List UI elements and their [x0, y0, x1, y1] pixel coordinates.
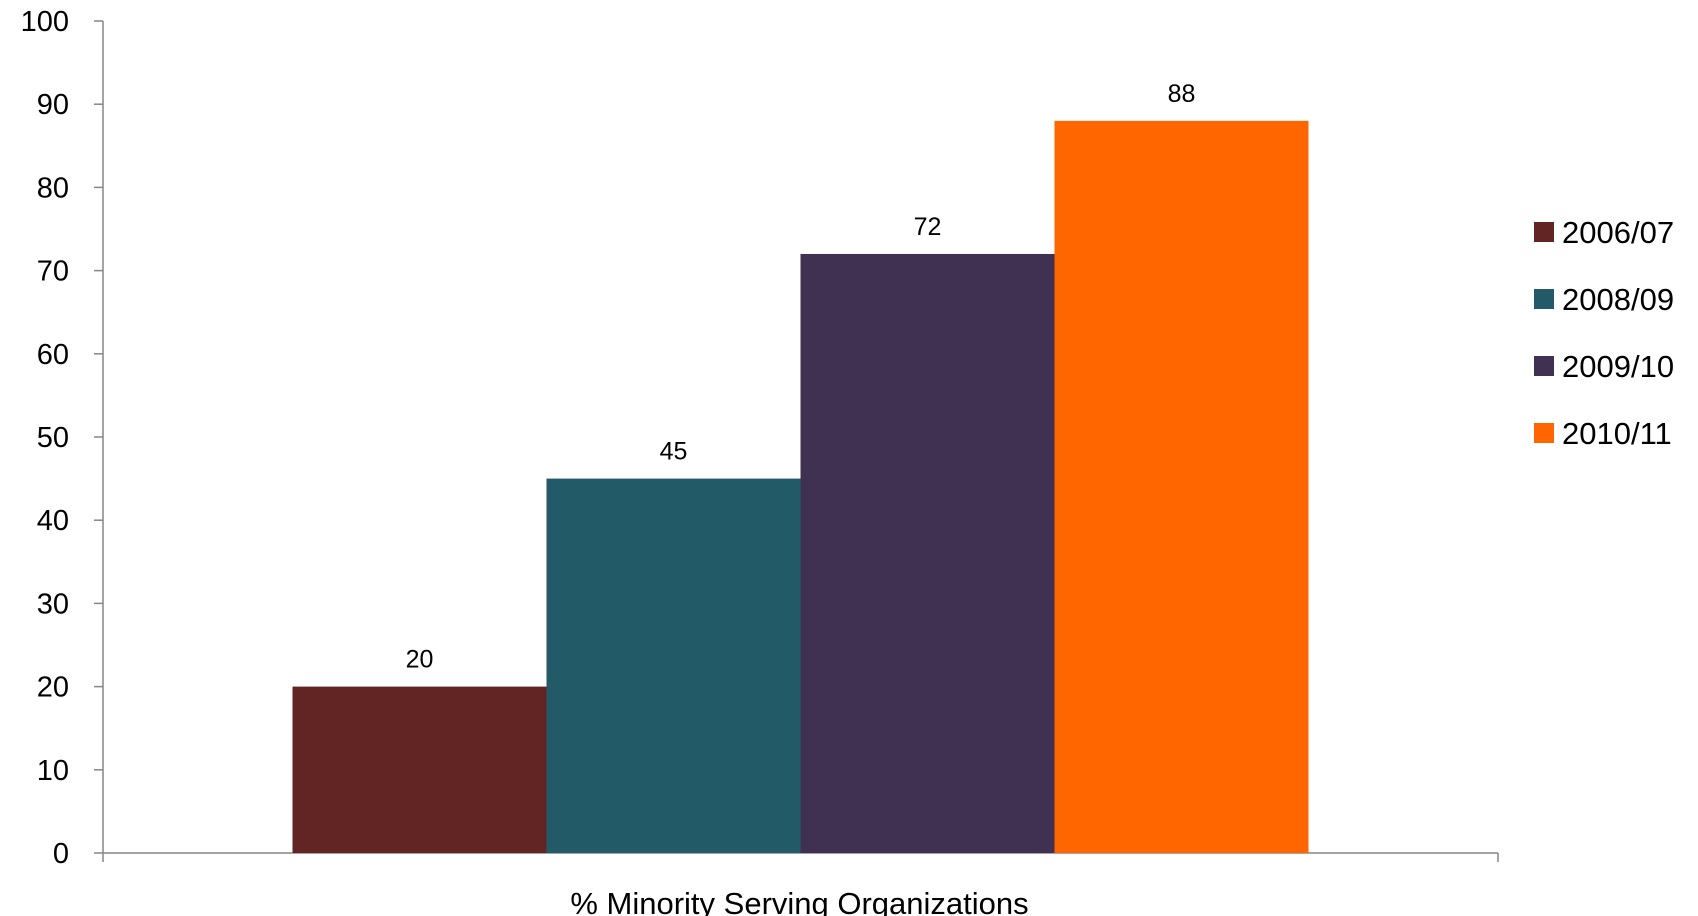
bar-2006-07 [292, 686, 547, 853]
y-tick-label: 50 [37, 422, 69, 454]
data-label: 20 [406, 646, 434, 674]
bar-2009-10 [800, 253, 1055, 853]
data-label: 88 [1168, 80, 1196, 108]
legend-swatch [1534, 222, 1554, 242]
y-tick-label: 0 [53, 838, 69, 870]
category-label: % Minority Serving Organizations [570, 886, 1028, 916]
y-tick-label: 100 [21, 6, 69, 38]
legend: 2006/07 2008/09 2009/10 2010/11 [1534, 215, 1674, 451]
y-tick-label: 80 [37, 172, 69, 204]
y-axis: 0 10 20 30 40 50 60 70 80 90 100 [21, 6, 104, 870]
y-tick-label: 60 [37, 339, 69, 371]
y-tick-label: 40 [37, 505, 69, 537]
bar-2008-09 [546, 478, 801, 853]
legend-label: 2010/11 [1562, 416, 1672, 451]
legend-swatch [1534, 356, 1554, 376]
data-label: 72 [914, 213, 942, 241]
y-tick-label: 70 [37, 256, 69, 288]
bars [292, 120, 1309, 854]
legend-swatch [1534, 289, 1554, 309]
data-label: 45 [660, 438, 688, 466]
legend-swatch [1534, 423, 1554, 443]
data-labels: 20 45 72 88 [406, 80, 1196, 674]
bar-2010-11 [1054, 120, 1309, 854]
y-tick-label: 30 [37, 588, 69, 620]
y-tick-label: 90 [37, 89, 69, 121]
legend-label: 2009/10 [1562, 349, 1674, 384]
y-tick-label: 20 [37, 672, 69, 704]
y-tick-label: 10 [37, 755, 69, 787]
legend-label: 2006/07 [1562, 215, 1674, 250]
x-axis: % Minority Serving Organizations [102, 852, 1499, 916]
legend-label: 2008/09 [1562, 282, 1674, 317]
